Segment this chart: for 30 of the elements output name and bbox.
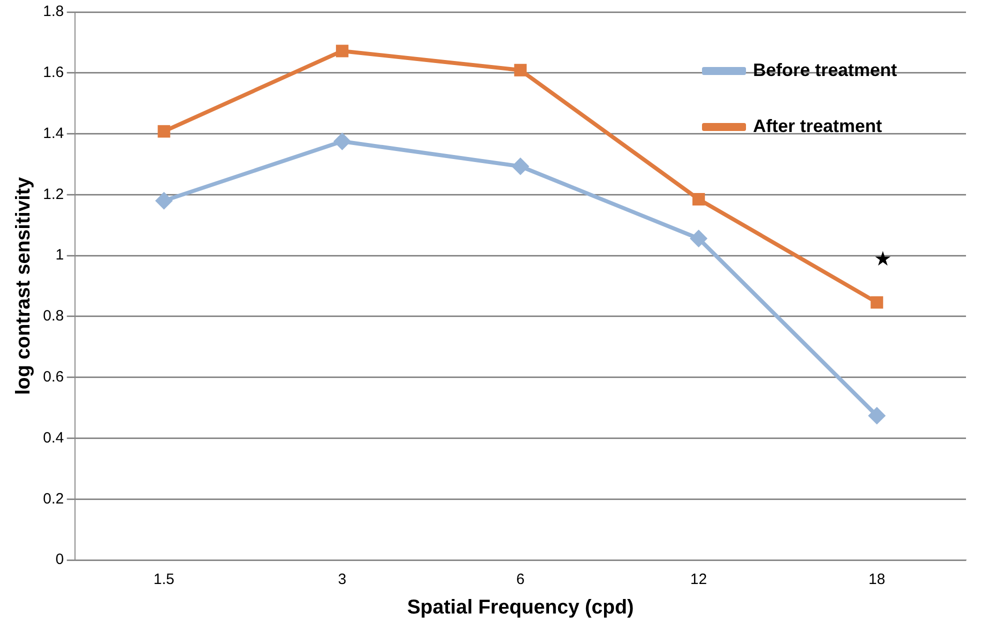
x-tick-label: 6 <box>516 571 525 588</box>
y-tick-label: 0.2 <box>42 490 64 508</box>
y-tick-label: 1.8 <box>42 3 64 20</box>
point <box>692 192 705 206</box>
x-tick-label: 1.5 <box>154 571 174 588</box>
point <box>158 125 170 138</box>
x-tick-label: 3 <box>338 571 346 588</box>
y-tick-label: 1.2 <box>42 186 64 203</box>
y-tick-label: 0 <box>56 551 64 568</box>
legend-label: Before treatment <box>753 60 898 80</box>
y-tick-label: 1.4 <box>42 124 64 142</box>
y-tick-label: 0.8 <box>42 308 64 325</box>
point <box>512 158 528 174</box>
x-tick-label: 12 <box>690 571 707 588</box>
y-tick-label: 0.6 <box>42 368 64 386</box>
point <box>690 230 707 247</box>
y-tick-label: 1.6 <box>42 64 64 82</box>
point <box>336 44 348 58</box>
annotation: ★ <box>874 246 892 271</box>
x-tick-label: 18 <box>868 571 886 588</box>
legend-label: After treatment <box>753 116 882 136</box>
point <box>868 408 885 424</box>
point <box>870 296 884 309</box>
y-axis-title: log contrast sensitivity <box>12 176 35 395</box>
y-tick-label: 1 <box>56 246 64 264</box>
point <box>156 192 172 209</box>
point <box>514 64 527 76</box>
x-axis-title: Spatial Frequency (cpd) <box>407 596 634 619</box>
point <box>334 133 350 150</box>
y-tick-label: 0.4 <box>42 429 64 446</box>
